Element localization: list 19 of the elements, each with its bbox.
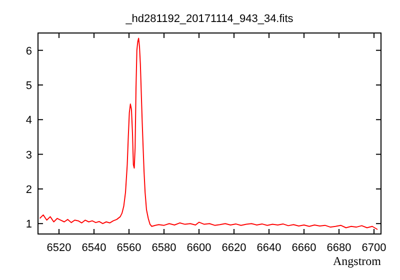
x-tick-label: 6560 (116, 242, 142, 254)
x-tick-label: 6700 (362, 242, 386, 254)
x-axis-title: Angstrom (333, 254, 382, 268)
y-tick-label: 3 (26, 149, 32, 162)
chart-title: _hd281192_20171114_943_34.fits (124, 13, 294, 25)
y-tick-label: 1 (26, 218, 32, 231)
x-tick-label: 6540 (82, 242, 106, 254)
x-tick-label: 6660 (292, 242, 316, 254)
x-tick-label: 6580 (152, 242, 176, 254)
x-tick-label: 6620 (222, 242, 246, 254)
line-series (39, 38, 378, 230)
x-tick-label: 6640 (256, 242, 282, 254)
x-tick-label: 6520 (46, 242, 72, 254)
y-tick-label: 2 (26, 184, 32, 196)
x-tick-label: 6680 (326, 242, 352, 254)
x-tick-label: 6600 (186, 242, 212, 254)
y-tick-label: 4 (26, 114, 32, 127)
y-tick-label: 5 (26, 80, 32, 92)
y-tick-label: 6 (26, 45, 32, 58)
